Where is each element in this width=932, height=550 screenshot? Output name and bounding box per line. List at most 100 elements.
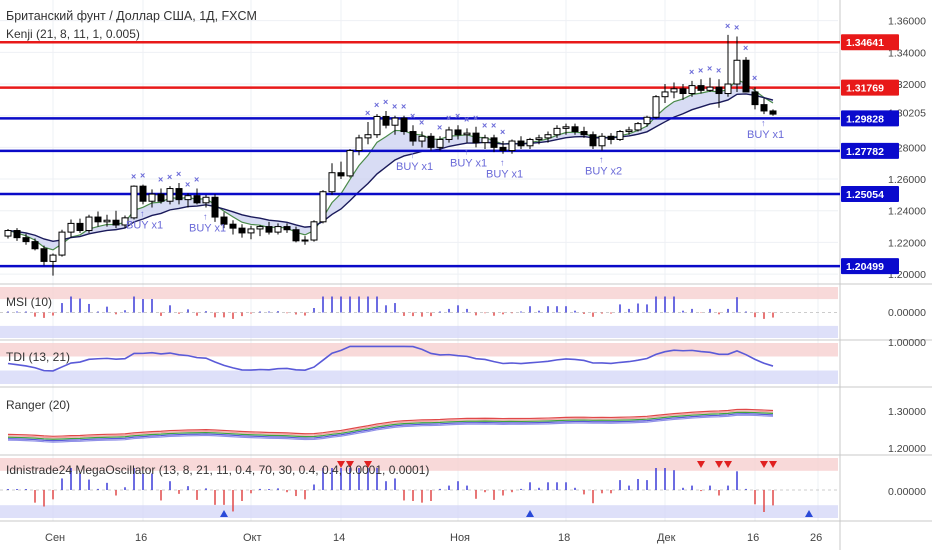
time-tick: 18 <box>558 532 570 544</box>
candle-body <box>67 222 75 233</box>
candle-body <box>535 137 543 140</box>
candle-body <box>328 172 336 193</box>
time-tick: Окт <box>243 532 262 544</box>
sell-cross: × <box>176 169 181 179</box>
time-axis[interactable]: Сен 16 Окт 14 Ноя 18 Дек 16 26 <box>45 532 822 544</box>
candle-body <box>31 241 39 250</box>
candle-body <box>436 138 444 148</box>
candle-body <box>301 239 309 242</box>
candle-body <box>562 126 570 129</box>
candle-body <box>265 226 273 233</box>
candle-body <box>697 85 705 91</box>
zone-upper <box>0 458 838 471</box>
megaoscillator-pane-title: Idnistrade24 MegaOscillator (13, 8, 21, … <box>6 463 429 477</box>
ranger-axis-label: 1.20000 <box>888 443 926 455</box>
candle-body <box>418 135 426 142</box>
candle-body <box>130 185 138 219</box>
ranger-pane[interactable] <box>7 408 774 443</box>
time-tick: Сен <box>45 532 65 544</box>
buy-arrow: ↑ <box>203 212 208 222</box>
candle-body <box>508 140 516 152</box>
candle-body <box>22 237 30 243</box>
buy-arrow: ↑ <box>140 208 145 218</box>
tdi-pane[interactable] <box>0 343 838 384</box>
level-tag-label: 1.20499 <box>846 261 884 273</box>
down-arrow <box>715 461 723 468</box>
buy-signal-label: BUY x1 <box>396 161 433 173</box>
candle-body <box>112 219 120 226</box>
sell-cross: × <box>482 121 487 131</box>
up-arrow <box>805 510 813 517</box>
candle-body <box>76 222 84 232</box>
candle-body <box>625 129 633 133</box>
down-arrow <box>697 461 705 468</box>
level-tag-box <box>841 258 899 275</box>
ranger-pane-title: Ranger (20) <box>6 398 70 412</box>
buy-arrow: ↑ <box>464 147 469 157</box>
candle-body <box>589 134 597 147</box>
price-pane[interactable]: × × × × ×× ××× × × ××× ×× × × ×× ××× × × ×× ××× ↑BUY x1↑B… <box>0 21 840 276</box>
down-arrow <box>769 461 777 468</box>
ranger-axis-label: 1.30000 <box>888 406 926 418</box>
buy-arrow: ↑ <box>500 158 505 168</box>
sell-cross: × <box>194 175 199 185</box>
sell-cross: × <box>725 21 730 31</box>
kenji-indicator-label: Kenji (21, 8, 11, 1, 0.005) <box>6 27 140 41</box>
msi-pane[interactable] <box>0 287 838 338</box>
candle-body <box>409 131 417 142</box>
candle-body <box>652 96 660 118</box>
tdi-axis-label: 1.00000 <box>888 337 926 349</box>
ranger-band <box>7 408 774 437</box>
pane-axis-labels: 0.00000 1.00000 1.30000 1.20000 0.00000 <box>888 307 926 498</box>
sell-cross: × <box>167 172 172 182</box>
sell-crosses: × × × × × × × × × × × × × × × × × × × × × × × × × × × × × × <box>131 21 757 189</box>
sell-cross: × <box>464 114 469 124</box>
up-arrow <box>220 510 228 517</box>
sell-cross: × <box>365 108 370 118</box>
tdi-line <box>7 345 774 372</box>
candle-body <box>58 231 66 256</box>
sell-cross: × <box>743 43 748 53</box>
candle-body <box>274 226 282 233</box>
tdi-pane-title: TDI (13, 21) <box>6 350 70 364</box>
candle-body <box>616 131 624 140</box>
candle-body <box>247 228 255 234</box>
buy-arrow: ↑ <box>410 150 415 160</box>
sell-cross: × <box>383 97 388 107</box>
time-tick: 16 <box>135 532 147 544</box>
candle-body <box>580 131 588 136</box>
megaoscillator-pane[interactable] <box>0 458 838 518</box>
sell-cross: × <box>473 113 478 123</box>
candle-body <box>283 226 291 231</box>
candle-body <box>166 188 174 202</box>
candle-body <box>679 88 687 95</box>
level-tag-box <box>841 186 899 203</box>
candle-body <box>670 88 678 93</box>
sell-cross: × <box>446 113 451 123</box>
sell-cross: × <box>689 67 694 77</box>
buy-signal-label: BUY x2 <box>585 166 622 178</box>
sell-cross: × <box>374 100 379 110</box>
candles <box>4 34 777 276</box>
candle-body <box>400 117 408 133</box>
level-tag-label: 1.29828 <box>846 113 884 125</box>
candle-body <box>220 216 228 225</box>
zone-upper <box>0 287 838 300</box>
time-tick: 26 <box>810 532 822 544</box>
candle-body <box>445 129 453 140</box>
sell-cross: × <box>158 175 163 185</box>
down-arrow <box>724 461 732 468</box>
sell-cross: × <box>734 23 739 33</box>
level-tag-label: 1.25054 <box>846 189 884 201</box>
sell-cross: × <box>455 111 460 121</box>
candle-body <box>355 137 363 152</box>
candle-body <box>724 83 732 95</box>
level-tag-box <box>841 79 899 96</box>
sell-cross: × <box>752 73 757 83</box>
candle-body <box>157 193 165 202</box>
candle-body <box>139 185 147 202</box>
msi-pane-title: MSI (10) <box>6 295 52 309</box>
candle-body <box>49 254 57 262</box>
candle-body <box>103 219 111 223</box>
